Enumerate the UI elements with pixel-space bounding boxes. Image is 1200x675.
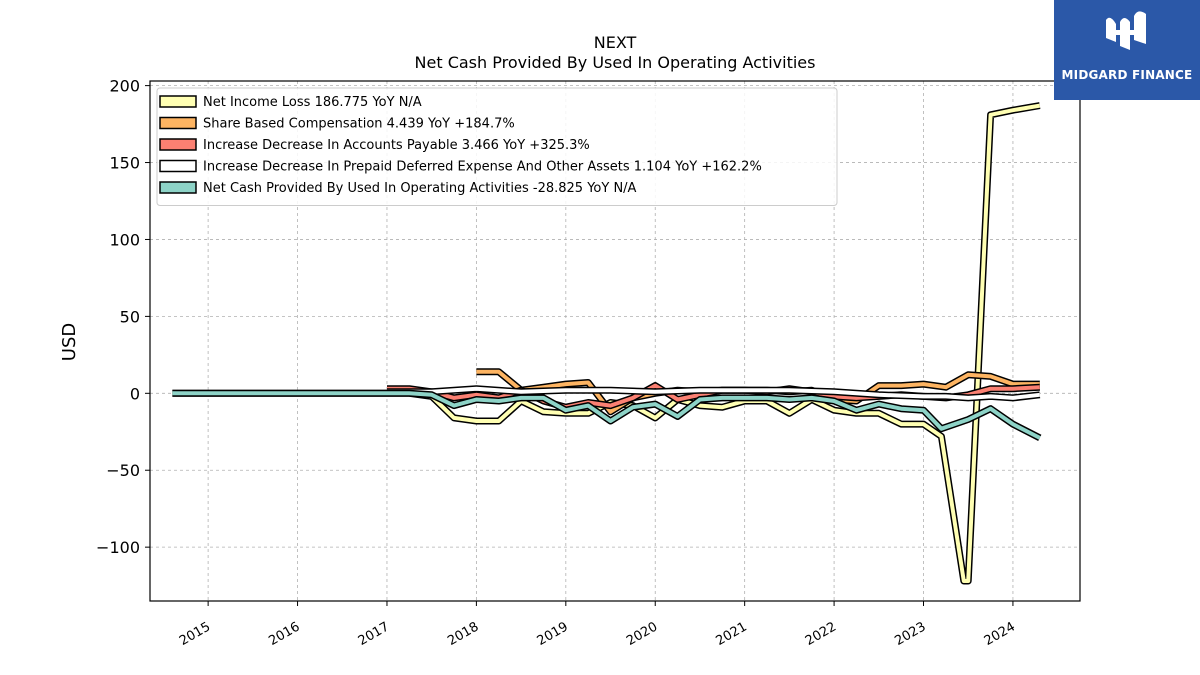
x-tick-label: 2022 xyxy=(803,619,839,649)
x-tick-label: 2021 xyxy=(714,619,750,649)
legend-swatch xyxy=(159,138,197,151)
plot-frame xyxy=(149,80,1081,602)
x-tick-label: 2023 xyxy=(892,619,928,649)
legend-swatch xyxy=(159,181,197,194)
legend-swatch xyxy=(159,116,197,130)
y-axis-label: USD xyxy=(59,323,80,361)
series-line xyxy=(387,386,1041,400)
series-group xyxy=(172,102,1042,585)
midgard-finance-logo: MIDGARD FINANCE xyxy=(1054,0,1200,100)
x-tick-label: 2017 xyxy=(356,619,392,649)
legend-box xyxy=(156,87,838,206)
y-tick-label: 100 xyxy=(109,230,140,249)
x-tick-label: 2024 xyxy=(982,619,1018,649)
legend-swatch xyxy=(159,159,197,173)
x-tick-label: 2020 xyxy=(624,619,660,649)
y-tick-label: 200 xyxy=(109,77,140,96)
x-tick-label: 2019 xyxy=(535,619,571,649)
legend-swatch xyxy=(159,95,197,108)
x-tick-label: 2016 xyxy=(266,619,302,649)
legend: Net Income Loss 186.775 YoY N/A Share Bas… xyxy=(156,87,838,206)
legend-label: Net Income Loss 186.775 YoY N/A xyxy=(203,95,422,110)
legend-label: Increase Decrease In Accounts Payable 3.… xyxy=(203,138,590,153)
chart-subtitle: Net Cash Provided By Used In Operating A… xyxy=(415,53,816,72)
x-tick-label: 2018 xyxy=(445,619,481,649)
chart-title: NEXT xyxy=(594,33,637,52)
x-tick-label: 2015 xyxy=(177,619,213,649)
logo-mark-icon xyxy=(1106,11,1146,50)
y-tick-label: 150 xyxy=(109,154,140,173)
legend-label: Net Cash Provided By Used In Operating A… xyxy=(203,181,637,196)
legend-label: Increase Decrease In Prepaid Deferred Ex… xyxy=(203,160,762,175)
y-tick-label: −100 xyxy=(96,538,140,557)
y-tick-label: −50 xyxy=(106,461,140,480)
y-tick-label: 0 xyxy=(130,384,140,403)
legend-label: Share Based Compensation 4.439 YoY +184.… xyxy=(203,117,515,132)
logo-text: MIDGARD FINANCE xyxy=(1061,68,1193,82)
series-line xyxy=(172,391,1041,440)
y-tick-label: 50 xyxy=(120,307,140,326)
